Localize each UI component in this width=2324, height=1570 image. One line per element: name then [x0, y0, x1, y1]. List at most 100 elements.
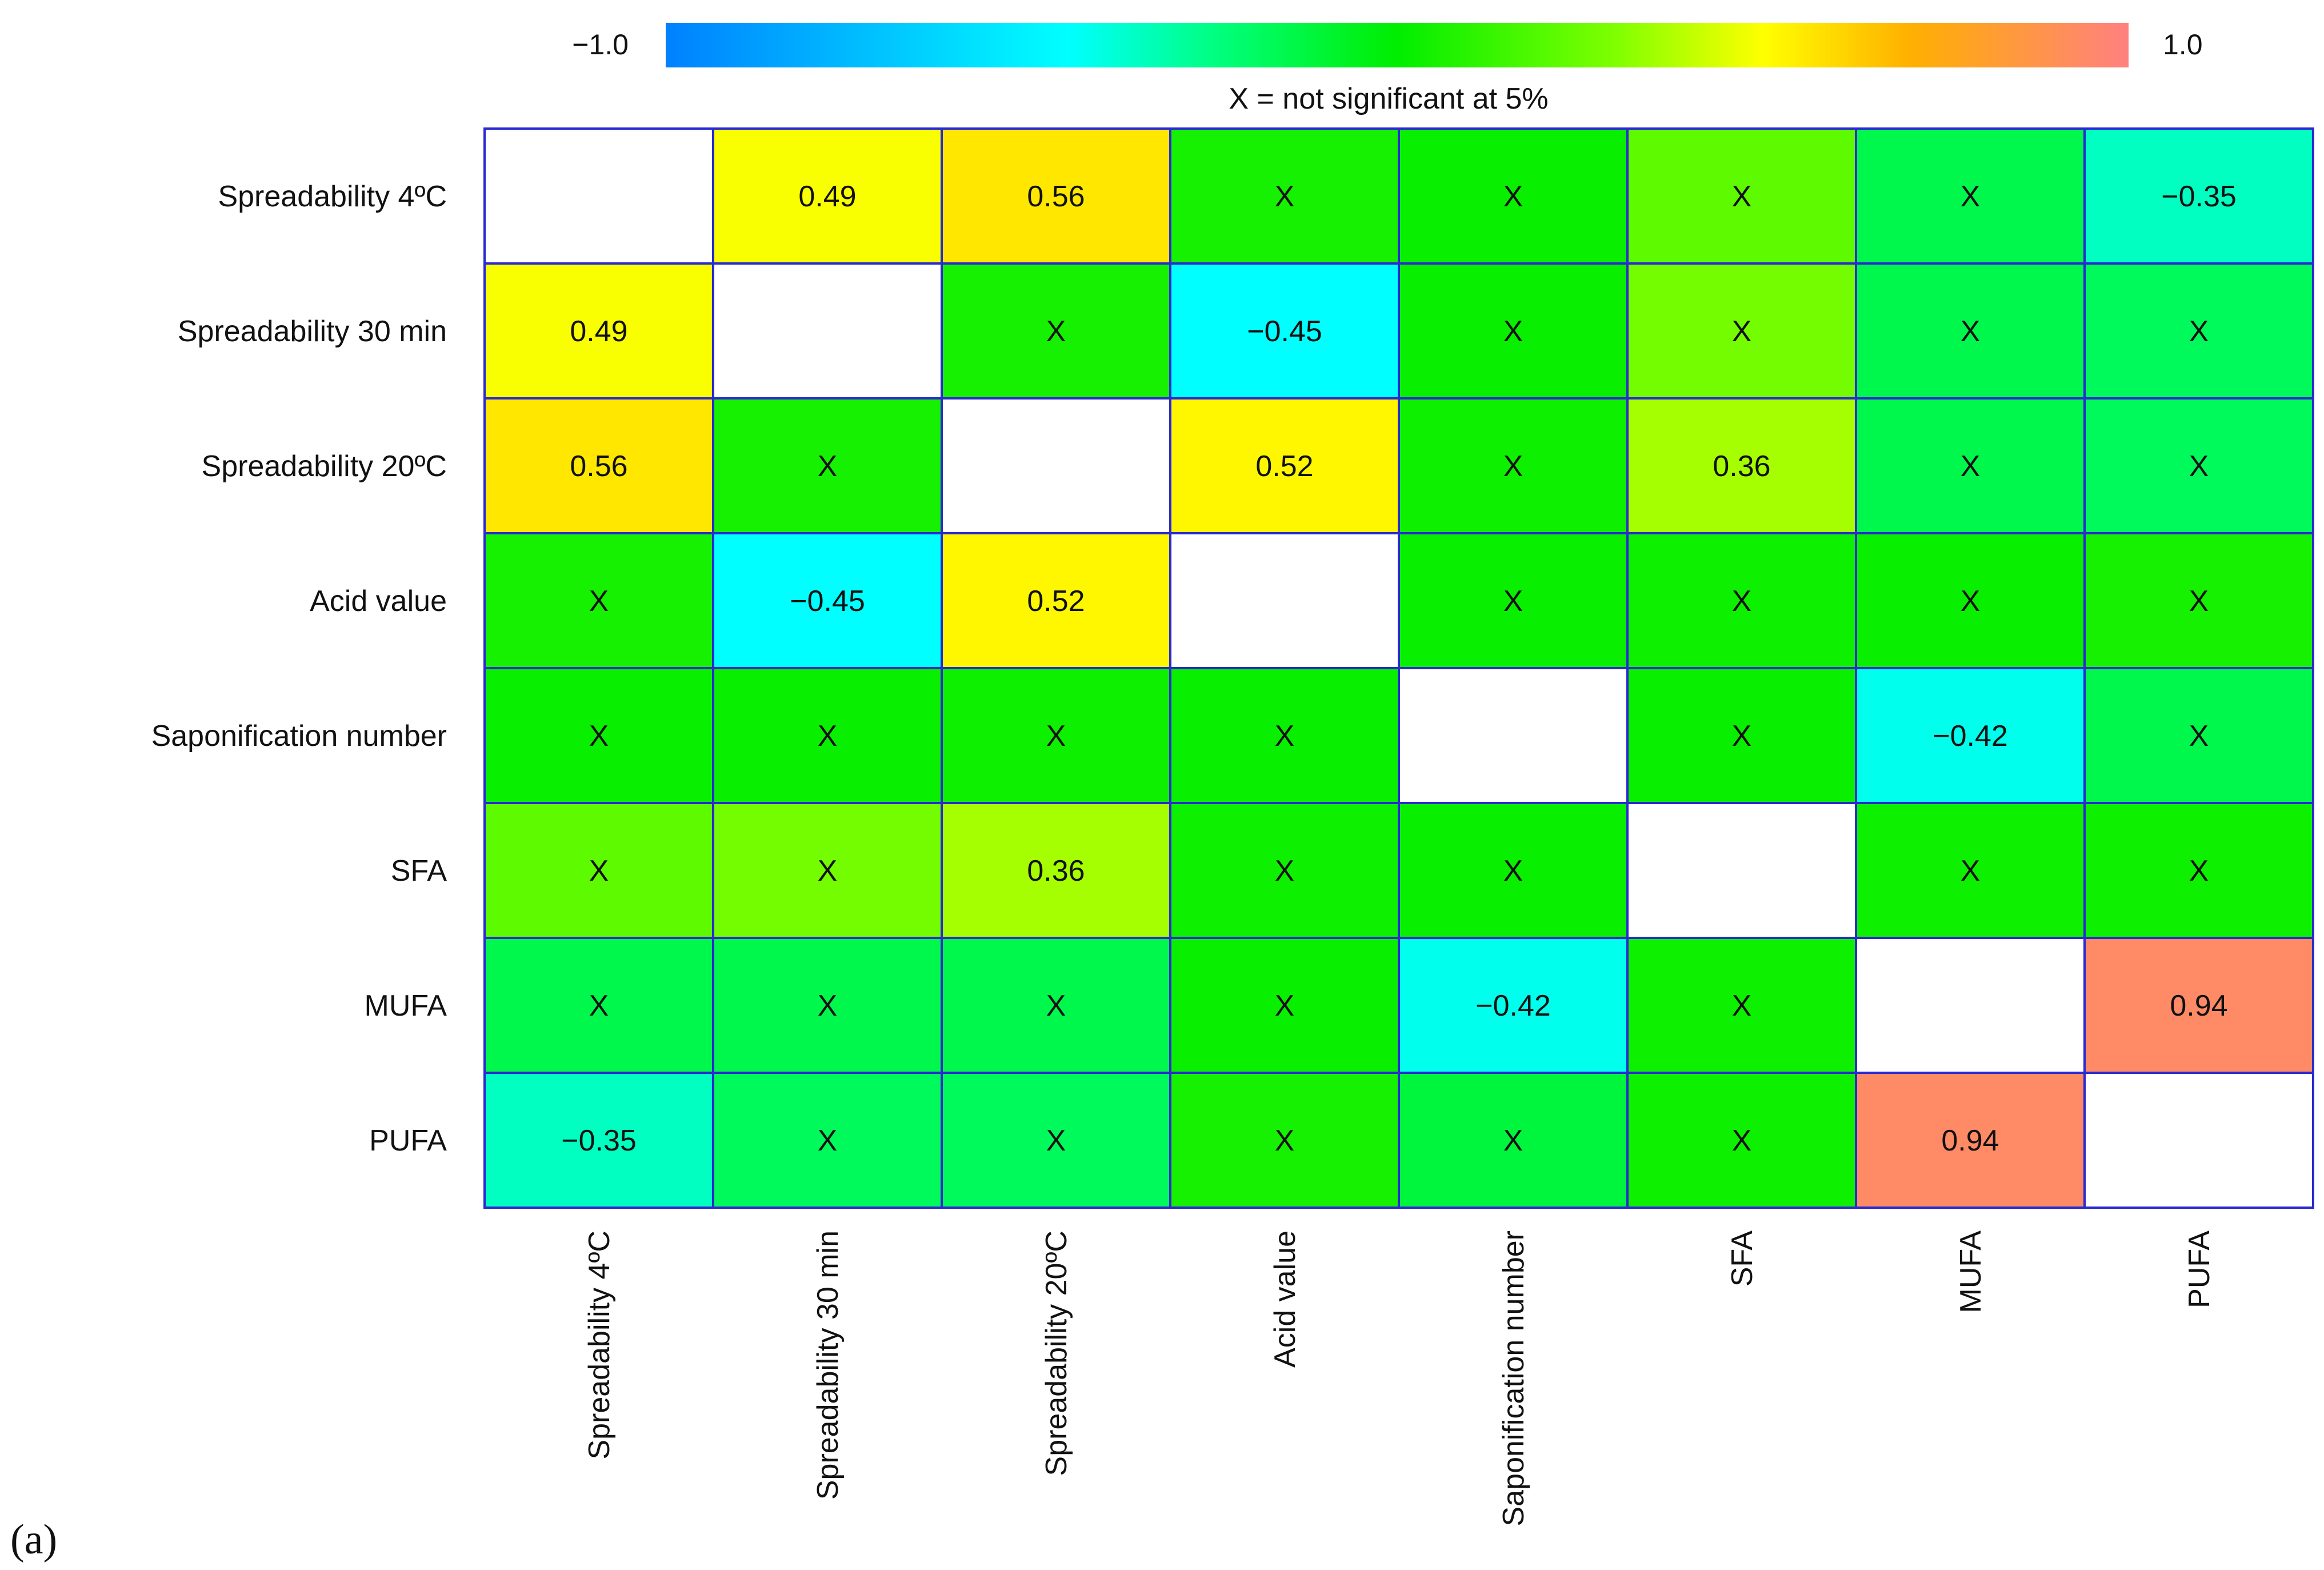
not-significant-marker: X — [2189, 720, 2209, 753]
not-significant-marker: X — [818, 989, 838, 1022]
column-label: Spreadability 30 min — [811, 1231, 845, 1500]
not-significant-marker: X — [1503, 854, 1523, 888]
heatmap-cell — [1169, 802, 1400, 939]
row-labels: Spreadability 4ºC Spreadability 30 min Spr… — [151, 180, 447, 1157]
not-significant-marker: X — [818, 720, 838, 753]
correlation-value: 0.56 — [570, 450, 627, 483]
heatmap-cell — [1855, 532, 2086, 669]
heatmap-cell — [1626, 1072, 1857, 1209]
correlation-value: −0.45 — [790, 585, 865, 618]
heatmap-cell-diagonal — [483, 127, 714, 265]
heatmap-cell — [1169, 262, 1400, 400]
correlation-value: 0.56 — [1027, 180, 1085, 213]
heatmap-cell-diagonal — [1398, 667, 1629, 804]
not-significant-marker: X — [2189, 315, 2209, 348]
heatmap-cell — [483, 667, 714, 804]
correlation-value: 0.36 — [1713, 450, 1770, 483]
not-significant-marker: X — [2189, 585, 2209, 618]
correlation-value: 0.94 — [2170, 989, 2227, 1022]
not-significant-marker: X — [1046, 989, 1066, 1022]
heatmap-cell — [2083, 667, 2314, 804]
not-significant-marker: X — [1275, 989, 1295, 1022]
row-label: Spreadability 20ºC — [202, 450, 447, 483]
not-significant-marker: X — [589, 585, 609, 618]
not-significant-marker: X — [1275, 720, 1295, 753]
not-significant-marker: X — [1275, 1124, 1295, 1157]
heatmap-cell — [941, 667, 1171, 804]
column-label: SFA — [1726, 1231, 1759, 1287]
heatmap-cell — [941, 937, 1171, 1074]
not-significant-marker: X — [1732, 720, 1752, 753]
correlation-value: 0.94 — [1941, 1124, 1999, 1157]
heatmap-cell — [1855, 1072, 2086, 1209]
not-significant-marker: X — [1503, 1124, 1523, 1157]
heatmap-cell — [1855, 397, 2086, 534]
correlation-value: −0.42 — [1475, 989, 1551, 1022]
heatmap-cell — [712, 397, 943, 534]
heatmap-cell — [1169, 127, 1400, 265]
heatmap-cell-diagonal — [712, 262, 943, 400]
heatmap-cell — [483, 802, 714, 939]
not-significant-marker: X — [1961, 854, 1981, 888]
column-label: Saponification number — [1497, 1231, 1530, 1526]
not-significant-marker: X — [1275, 180, 1295, 213]
heatmap-cell — [1398, 937, 1629, 1074]
heatmap-cell-diagonal — [2083, 1072, 2314, 1209]
correlation-value: 0.49 — [570, 315, 627, 348]
row-label: Spreadability 30 min — [178, 315, 447, 348]
not-significant-marker: X — [589, 989, 609, 1022]
not-significant-marker: X — [1046, 720, 1066, 753]
not-significant-marker: X — [1961, 180, 1981, 213]
heatmap-cell — [1626, 127, 1857, 265]
colorbar-max-label: 1.0 — [2163, 29, 2203, 61]
colorbar-min-label: −1.0 — [572, 29, 629, 61]
not-significant-marker: X — [1046, 315, 1066, 348]
heatmap-cell-diagonal — [1169, 532, 1400, 669]
heatmap-cell — [2083, 397, 2314, 534]
correlation-value: 0.36 — [1027, 854, 1085, 888]
heatmap-cell — [2083, 262, 2314, 400]
heatmap-cell — [1398, 802, 1629, 939]
heatmap-cell — [941, 127, 1171, 265]
heatmap-cell — [1626, 397, 1857, 534]
heatmap-cell — [1398, 127, 1629, 265]
heatmap-cell — [1169, 397, 1400, 534]
heatmap-cell — [1169, 1072, 1400, 1209]
correlation-value: 0.49 — [798, 180, 856, 213]
significance-note: X = not significant at 5% — [1229, 82, 1548, 115]
correlation-value: −0.35 — [2161, 180, 2237, 213]
not-significant-marker: X — [1503, 315, 1523, 348]
heatmap-cell — [1398, 1072, 1629, 1209]
not-significant-marker: X — [2189, 854, 2209, 888]
heatmap-cell — [1626, 262, 1857, 400]
row-label: Spreadability 4ºC — [218, 180, 447, 213]
heatmap-cell — [483, 937, 714, 1074]
heatmap-cell — [483, 262, 714, 400]
heatmap-cell-diagonal — [1626, 802, 1857, 939]
heatmap-cell — [2083, 937, 2314, 1074]
not-significant-marker: X — [1961, 585, 1981, 618]
column-label: Acid value — [1269, 1231, 1302, 1368]
not-significant-marker: X — [818, 450, 838, 483]
row-label: PUFA — [369, 1124, 447, 1157]
not-significant-marker: X — [1503, 450, 1523, 483]
correlation-value: −0.42 — [1933, 720, 2008, 753]
not-significant-marker: X — [2189, 450, 2209, 483]
heatmap-cell — [483, 532, 714, 669]
heatmap-cell — [1626, 937, 1857, 1074]
not-significant-marker: X — [1732, 989, 1752, 1022]
not-significant-marker: X — [589, 854, 609, 888]
heatmap-cell — [712, 127, 943, 265]
heatmap-cell — [2083, 802, 2314, 939]
not-significant-marker: X — [1732, 585, 1752, 618]
colorbar: −1.0 1.0 — [572, 23, 2203, 67]
heatmap-cell — [712, 1072, 943, 1209]
column-label: Spreadability 4ºC — [583, 1231, 616, 1460]
heatmap-cell — [712, 802, 943, 939]
not-significant-marker: X — [1961, 315, 1981, 348]
correlation-value: 0.52 — [1255, 450, 1313, 483]
column-label: PUFA — [2183, 1231, 2216, 1308]
correlation-value: −0.35 — [561, 1124, 637, 1157]
not-significant-marker: X — [1732, 1124, 1752, 1157]
